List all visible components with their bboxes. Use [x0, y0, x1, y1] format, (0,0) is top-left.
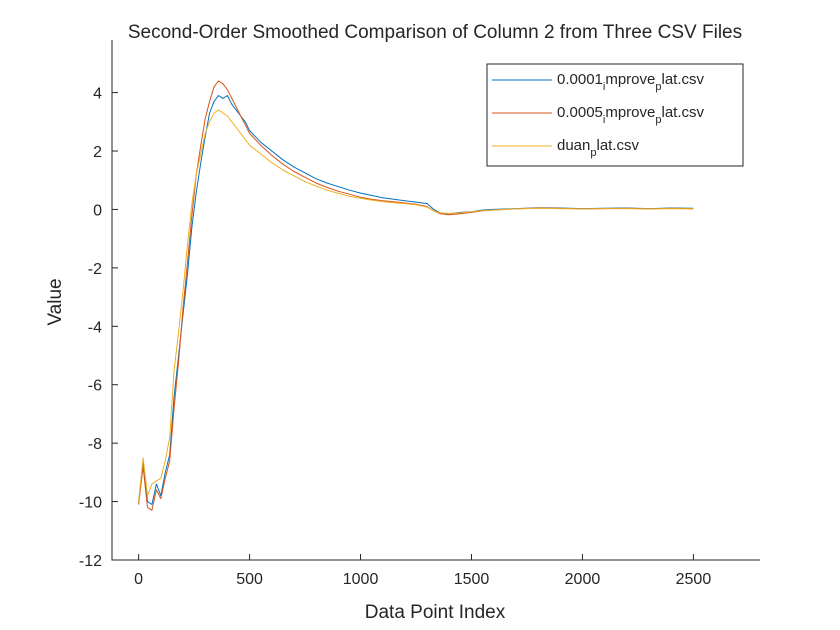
- x-tick-label: 2000: [565, 571, 601, 588]
- x-axis-ticks: 0 500 1000 1500 2000 2500: [134, 554, 711, 588]
- legend-label-subscript: p: [655, 81, 661, 93]
- legend-label-2: 0.0005improveplat.csv: [557, 104, 705, 126]
- legend-label-3: duanplat.csv: [557, 137, 640, 159]
- legend-label-part: lat.csv: [597, 137, 640, 154]
- x-tick-label: 0: [134, 571, 143, 588]
- legend-label-part: 0.0001: [557, 71, 603, 88]
- y-tick-label: -12: [79, 553, 102, 570]
- series-lines: [138, 80, 694, 511]
- legend-label-subscript: p: [655, 114, 661, 126]
- x-tick-label: 500: [236, 571, 263, 588]
- y-axis-label: Value: [45, 278, 66, 325]
- y-tick-label: 0: [93, 202, 102, 219]
- y-tick-label: -8: [88, 436, 102, 453]
- y-tick-label: -10: [79, 495, 102, 512]
- legend-label-part: duan: [557, 137, 590, 154]
- y-tick-label: 2: [93, 144, 102, 161]
- series-line-3: [138, 109, 694, 502]
- x-axis-label: Data Point Index: [365, 602, 506, 623]
- x-tick-label: 1000: [343, 571, 379, 588]
- legend-label-subscript: p: [590, 147, 596, 159]
- x-tick-label: 1500: [454, 571, 490, 588]
- y-tick-label: 4: [93, 86, 102, 103]
- y-tick-label: -6: [88, 378, 102, 395]
- legend-label-part: lat.csv: [662, 104, 705, 121]
- legend-label-part: 0.0005: [557, 104, 603, 121]
- chart-title: Second-Order Smoothed Comparison of Colu…: [128, 22, 742, 43]
- x-tick-label: 2500: [676, 571, 712, 588]
- y-tick-label: -4: [88, 319, 102, 336]
- legend-label-part: mprove: [605, 104, 655, 121]
- y-axis-ticks: -12 -10 -8 -6 -4 -2 0 2 4: [79, 86, 118, 570]
- legend: 0.0001improveplat.csv0.0005improveplat.c…: [486, 63, 744, 167]
- legend-label-subscript: i: [603, 114, 605, 126]
- legend-label-1: 0.0001improveplat.csv: [557, 71, 705, 93]
- legend-label-part: lat.csv: [662, 71, 705, 88]
- legend-label-part: mprove: [605, 71, 655, 88]
- legend-label-subscript: i: [603, 81, 605, 93]
- legend-box: [486, 63, 744, 167]
- y-tick-label: -2: [88, 261, 102, 278]
